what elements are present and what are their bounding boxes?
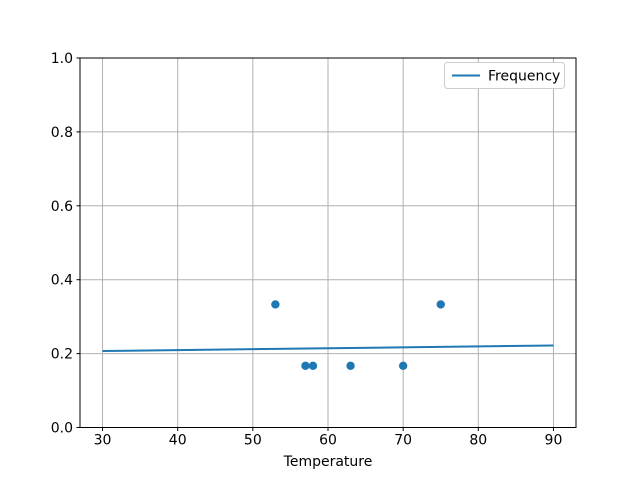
legend-box [444,62,565,89]
x-tick-label: 40 [169,433,187,449]
x-tick-label: 50 [244,433,262,449]
x-tick-label: 70 [394,433,412,449]
scatter-point [308,361,318,370]
scatter-point [436,300,445,309]
legend-label: Frequency [488,69,560,85]
x-tick-label: 80 [469,433,487,449]
x-tick-label: 60 [319,433,337,449]
scatter-point [301,361,310,370]
x-axis-label: Temperature [283,454,373,470]
y-tick-label: 0.4 [51,273,73,289]
scatter-point [271,300,280,309]
axis-tick-labels: 30 40 50 60 70 80 90 0.0 0.2 0.4 0.6 0.8 1.0 [51,51,563,449]
y-tick-label: 0.2 [51,347,73,363]
gridlines [80,57,576,428]
legend: Frequency [444,62,565,89]
y-tick-label: 0.8 [51,125,73,141]
y-tick-label: 1.0 [51,51,73,67]
plot-series [102,300,554,370]
x-tick-label: 30 [94,433,112,449]
scatter-point [398,361,408,370]
scatter-point [346,361,355,370]
y-tick-label: 0.0 [51,421,73,437]
frequency-line [102,344,554,353]
axis-ticks [76,57,554,431]
y-tick-label: 0.6 [51,199,73,215]
x-tick-label: 90 [545,433,563,449]
